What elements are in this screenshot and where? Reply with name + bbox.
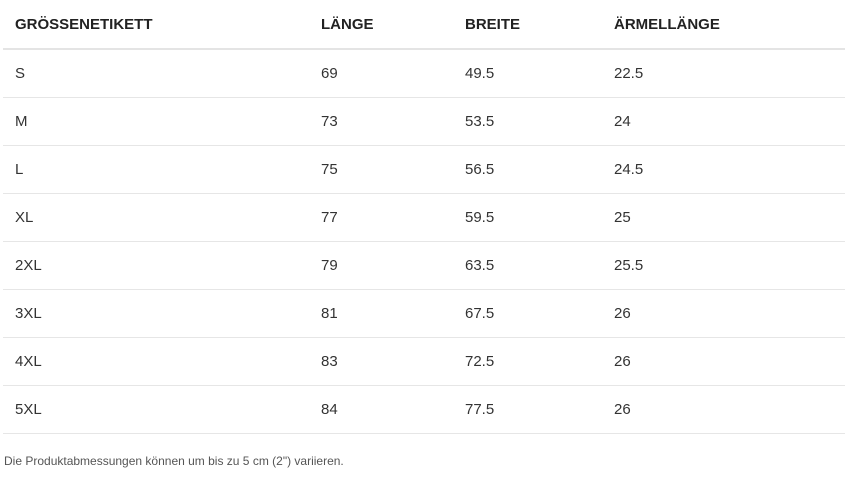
table-row: 3XL 81 67.5 26 [3,289,845,338]
table-body: S 69 49.5 22.5 M 73 53.5 24 L 75 56.5 24… [3,49,845,434]
cell-length: 84 [309,385,453,434]
cell-width: 72.5 [453,337,602,386]
cell-size: 4XL [3,337,309,386]
cell-length: 73 [309,97,453,146]
cell-size: 5XL [3,385,309,434]
table-row: 4XL 83 72.5 26 [3,337,845,386]
cell-width: 67.5 [453,289,602,338]
cell-sleeve-length: 26 [602,385,845,434]
cell-width: 63.5 [453,241,602,290]
cell-length: 77 [309,193,453,242]
cell-sleeve-length: 24 [602,97,845,146]
cell-size: M [3,97,309,146]
cell-length: 75 [309,145,453,194]
header-width: BREITE [453,0,602,50]
cell-length: 81 [309,289,453,338]
cell-sleeve-length: 25 [602,193,845,242]
size-chart-table: GRÖSSENETIKETT LÄNGE BREITE ÄRMELLÄNGE S… [3,0,845,434]
cell-width: 56.5 [453,145,602,194]
cell-sleeve-length: 25.5 [602,241,845,290]
cell-length: 83 [309,337,453,386]
cell-length: 79 [309,241,453,290]
cell-size: 2XL [3,241,309,290]
header-row: GRÖSSENETIKETT LÄNGE BREITE ÄRMELLÄNGE [3,0,845,50]
cell-size: 3XL [3,289,309,338]
cell-sleeve-length: 26 [602,289,845,338]
table-row: 2XL 79 63.5 25.5 [3,241,845,290]
cell-width: 49.5 [453,49,602,98]
table-row: XL 77 59.5 25 [3,193,845,242]
table-row: 5XL 84 77.5 26 [3,385,845,434]
header-size-label: GRÖSSENETIKETT [3,0,309,50]
cell-width: 53.5 [453,97,602,146]
measurement-disclaimer: Die Produktabmessungen können um bis zu … [4,454,344,468]
cell-width: 59.5 [453,193,602,242]
table-row: S 69 49.5 22.5 [3,49,845,98]
cell-length: 69 [309,49,453,98]
cell-sleeve-length: 22.5 [602,49,845,98]
cell-sleeve-length: 26 [602,337,845,386]
cell-size: S [3,49,309,98]
cell-sleeve-length: 24.5 [602,145,845,194]
table-header: GRÖSSENETIKETT LÄNGE BREITE ÄRMELLÄNGE [3,0,845,50]
table-row: M 73 53.5 24 [3,97,845,146]
table-row: L 75 56.5 24.5 [3,145,845,194]
header-sleeve-length: ÄRMELLÄNGE [602,0,845,50]
header-length: LÄNGE [309,0,453,50]
cell-size: XL [3,193,309,242]
cell-width: 77.5 [453,385,602,434]
cell-size: L [3,145,309,194]
